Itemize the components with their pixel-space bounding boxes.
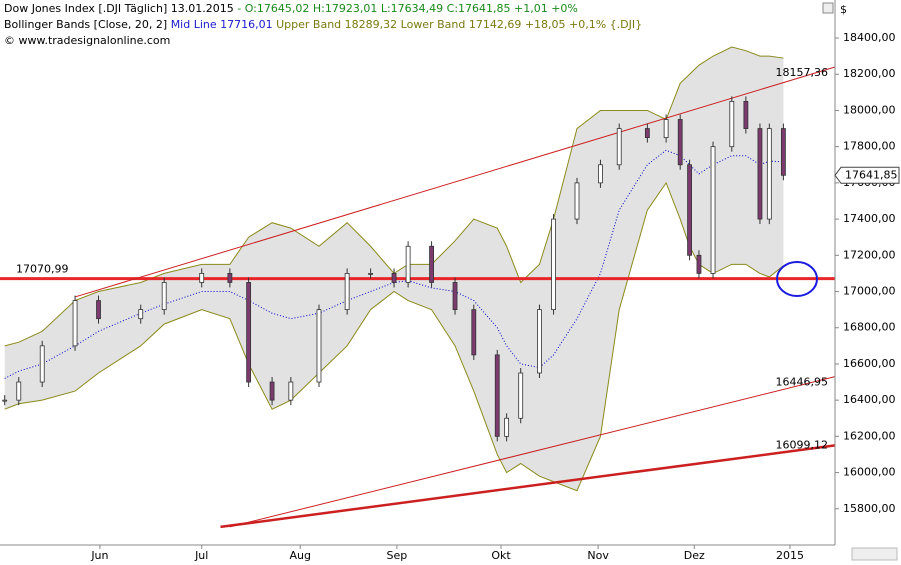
candle xyxy=(551,218,556,311)
candle xyxy=(743,100,749,129)
candle xyxy=(537,309,542,374)
x-tick-label: Jul xyxy=(194,549,208,562)
y-tick-label: 16400,00 xyxy=(843,393,896,406)
candle xyxy=(663,119,669,139)
last-price-marker xyxy=(834,166,900,184)
candle xyxy=(452,282,458,311)
candle xyxy=(72,300,78,347)
close-button[interactable] xyxy=(822,2,834,14)
candle xyxy=(677,119,683,166)
title: Dow Jones Index [.DJI Täglich] xyxy=(4,2,167,15)
candle xyxy=(518,372,524,419)
candle xyxy=(288,381,294,401)
y-tick-label: 16000,00 xyxy=(843,466,896,479)
x-tick-label: 2015 xyxy=(776,549,804,562)
indicator: Bollinger Bands [Close, 20, 2] xyxy=(4,18,167,31)
x-tick-label: Sep xyxy=(386,549,407,562)
upper-band xyxy=(4,46,784,347)
header-line: Bollinger Bands [Close, 20, 2] Mid Line … xyxy=(4,18,642,31)
y-tick-label: 18000,00 xyxy=(843,103,896,116)
y-tick-label: 15800,00 xyxy=(843,502,896,515)
header-line: Dow Jones Index [.DJI Täglich] 13.01.201… xyxy=(4,2,578,15)
candle xyxy=(368,273,373,275)
candle xyxy=(344,273,350,311)
candle xyxy=(2,399,8,402)
candle xyxy=(766,128,772,220)
band-label: Upper Band 18289,32 Lower Band 17142,69 … xyxy=(276,18,642,31)
y-tick-label: 18200,00 xyxy=(843,67,896,80)
band-area xyxy=(4,47,784,491)
plot-area: 17070,99 18157,36 16446,95 16099,12 xyxy=(0,46,836,529)
source: © www.tradesignalonline.com xyxy=(4,34,170,47)
y-tick-label: 17000,00 xyxy=(843,285,896,298)
date: 13.01.2015 xyxy=(171,2,234,15)
candle xyxy=(616,128,622,166)
candle xyxy=(696,254,702,274)
candle xyxy=(405,245,411,283)
candle xyxy=(316,309,322,383)
candle xyxy=(757,128,763,220)
candle xyxy=(687,164,692,256)
candle xyxy=(227,273,233,283)
trend-label: 17070,99 xyxy=(16,263,69,276)
trend-label: 16446,95 xyxy=(776,376,829,389)
candle xyxy=(729,100,735,148)
candle xyxy=(269,381,275,401)
candle xyxy=(471,309,477,356)
currency: $ xyxy=(840,3,847,16)
y-tick-label: 16600,00 xyxy=(843,357,896,370)
candle xyxy=(39,345,45,383)
candle xyxy=(574,182,580,220)
candle xyxy=(710,146,716,274)
mid-line xyxy=(4,149,784,379)
x-tick-label: Okt xyxy=(491,549,511,562)
trend-label: 16099,12 xyxy=(776,439,829,452)
candle xyxy=(644,128,650,139)
mid-line-label: Mid Line 17716,01 xyxy=(171,18,273,31)
trend-line xyxy=(229,376,836,528)
candle xyxy=(494,354,500,437)
y-tick-label: 17400,00 xyxy=(843,212,896,225)
candle xyxy=(780,128,786,176)
trend-label: 18157,36 xyxy=(776,66,829,79)
candle xyxy=(391,273,397,283)
trend-line xyxy=(74,66,836,298)
candle xyxy=(161,282,167,311)
lower-band xyxy=(4,181,784,492)
candle xyxy=(504,417,510,437)
trend-line xyxy=(220,444,836,529)
scroll-control[interactable] xyxy=(851,547,898,561)
y-tick-label: 17800,00 xyxy=(843,140,896,153)
last-price-label: 17641,85 xyxy=(845,168,898,181)
x-tick-label: Jun xyxy=(90,549,108,562)
y-tick-label: 17200,00 xyxy=(843,248,896,261)
ohlc: - O:17645,02 H:17923,01 L:17634,49 C:176… xyxy=(237,2,578,15)
y-tick-label: 16200,00 xyxy=(843,429,896,442)
candle xyxy=(199,273,205,283)
annotation-circle xyxy=(776,261,818,297)
candle xyxy=(16,381,22,401)
candle xyxy=(138,309,144,320)
x-tick-label: Dez xyxy=(684,549,705,562)
candle xyxy=(96,300,101,320)
x-tick-label: Aug xyxy=(289,549,310,562)
candle xyxy=(429,245,434,283)
x-tick-label: Nov xyxy=(587,549,609,562)
y-tick-label: 16800,00 xyxy=(843,321,896,334)
candle xyxy=(246,282,252,383)
y-tick-label: 18400,00 xyxy=(843,31,896,44)
candle xyxy=(598,164,603,184)
